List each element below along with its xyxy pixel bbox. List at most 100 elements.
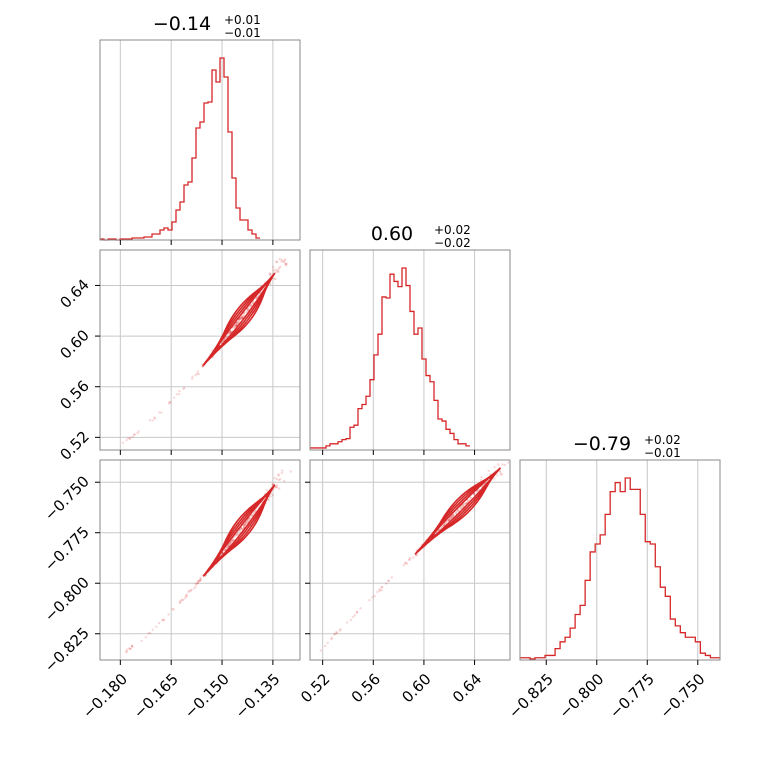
scatter-3-vs-2-point: [472, 493, 475, 496]
scatter-3-vs-1-ylabel-3: −0.750: [41, 472, 93, 524]
scatter-3-vs-2-point: [387, 579, 390, 583]
scatter-3-vs-2-point: [390, 576, 393, 579]
scatter-3-vs-1-xlabel-3: −0.135: [232, 670, 284, 722]
scatter-2-vs-1-contour-1: [207, 275, 274, 361]
scatter-3-vs-2-point: [355, 611, 359, 614]
scatter-3-vs-1-point: [254, 510, 257, 513]
hist-param-2-frame: [309, 249, 511, 451]
scatter-3-vs-1-point: [277, 473, 280, 476]
scatter-3-vs-2-point: [378, 588, 381, 591]
scatter-3-vs-2-xlabel-3: 0.64: [449, 670, 485, 706]
scatter-2-vs-1-ylabel-0: 0.52: [56, 427, 92, 463]
scatter-3-vs-2-point: [334, 632, 337, 636]
scatter-3-vs-2-point: [467, 499, 470, 502]
scatter-3-vs-2-point: [462, 504, 465, 508]
scatter-2-vs-1-point: [169, 401, 172, 404]
scatter-2-vs-1-point: [182, 387, 185, 391]
scatter-2-vs-1-point: [121, 441, 125, 444]
scatter-3-vs-2-point: [349, 618, 352, 622]
scatter-2-vs-1-point: [196, 370, 200, 373]
scatter-2-vs-1-point: [284, 264, 288, 267]
scatter-2-vs-1-ylabel-3: 0.64: [56, 276, 92, 312]
scatter-3-vs-2-point: [449, 517, 453, 520]
scatter-2-vs-1-point: [275, 260, 279, 264]
scatter-3-vs-1-point: [196, 582, 199, 585]
scatter-2-vs-1-contour-0: [202, 272, 276, 366]
scatter-2-vs-1-point: [131, 435, 134, 438]
scatter-3-vs-1-xlabel-1: −0.165: [130, 670, 182, 722]
hist-param-3-steps: [520, 477, 721, 660]
scatter-3-vs-2-point: [469, 496, 472, 499]
scatter-3-vs-2-point: [330, 637, 333, 641]
scatter-3-vs-1-point: [242, 524, 246, 527]
hist-param-3-xlabel-2: −0.775: [606, 670, 658, 722]
scatter-3-vs-2-contour-0: [414, 467, 502, 555]
scatter-3-vs-2-point: [496, 474, 499, 477]
scatter-3-vs-2-point: [326, 641, 329, 644]
hist-param-3-title-plus: +0.02: [644, 433, 681, 447]
scatter-2-vs-1-ylabel-2: 0.60: [56, 326, 92, 362]
scatter-3-vs-2-point: [402, 563, 405, 567]
scatter-3-vs-2-point: [381, 585, 384, 589]
scatter-3-vs-1-point: [228, 543, 231, 546]
scatter-3-vs-1-point: [167, 613, 170, 616]
scatter-3-vs-1-point: [231, 539, 234, 542]
scatter-3-vs-2-point: [359, 607, 362, 610]
scatter-3-vs-1-point: [187, 590, 190, 594]
scatter-3-vs-2-point: [371, 596, 374, 599]
scatter-3-vs-1-point: [196, 581, 200, 585]
scatter-3-vs-2-point: [446, 519, 450, 522]
scatter-3-vs-2-contour-1: [420, 470, 499, 550]
scatter-2-vs-1-point: [127, 437, 130, 440]
scatter-2-vs-1-point: [269, 282, 272, 286]
scatter-3-vs-1-point: [160, 619, 164, 622]
scatter-3-vs-1-contour-2: [212, 490, 271, 566]
scatter-3-vs-1-ylabel-1: −0.800: [41, 573, 93, 625]
scatter-3-vs-2-point: [380, 586, 383, 589]
scatter-3-vs-1-point: [188, 589, 191, 592]
scatter-3-vs-1-contour-1: [207, 487, 274, 572]
scatter-3-vs-1-point: [230, 540, 233, 543]
scatter-2-vs-1-point: [251, 301, 255, 304]
scatter-2-vs-1-point: [237, 319, 240, 322]
scatter-3-vs-2-point: [345, 621, 349, 624]
scatter-2-vs-1-point: [234, 323, 238, 327]
scatter-3-vs-1-point: [242, 525, 246, 528]
scatter-3-vs-1-point: [185, 593, 188, 596]
scatter-3-vs-2-point: [499, 470, 502, 474]
scatter-3-vs-1-point: [269, 495, 272, 498]
scatter-3-vs-2-point: [493, 477, 496, 480]
scatter-3-vs-1-point: [151, 628, 154, 631]
scatter-3-vs-1-point: [267, 498, 270, 502]
scatter-2-vs-1-point: [280, 258, 284, 262]
scatter-2-vs-1-point: [252, 301, 255, 305]
scatter-2-vs-1-point: [280, 260, 283, 263]
hist-param-3-title-value: −0.79: [573, 433, 631, 455]
scatter-3-vs-1-point: [198, 580, 201, 583]
scatter-3-vs-1-point: [172, 608, 175, 611]
scatter-3-vs-1-point: [244, 522, 247, 525]
scatter-3-vs-2-point: [404, 561, 408, 564]
scatter-2-vs-1-point: [133, 433, 136, 436]
scatter-3-vs-2-point: [385, 582, 388, 585]
scatter-2-vs-1-point: [283, 259, 286, 263]
scatter-3-vs-1-point: [273, 477, 276, 480]
scatter-3-vs-2-point: [333, 633, 336, 636]
scatter-3-vs-2-contour-2: [425, 472, 496, 544]
scatter-3-vs-1-point: [155, 625, 158, 628]
scatter-2-vs-1-point: [201, 365, 205, 368]
scatter-3-vs-2-point: [338, 629, 342, 632]
scatter-2-vs-1-point: [236, 321, 239, 324]
scatter-3-vs-1-point: [183, 597, 187, 600]
scatter-2-vs-1-point: [275, 270, 279, 273]
scatter-3-vs-2-point: [330, 636, 334, 640]
scatter-3-vs-2-point: [449, 516, 452, 519]
scatter-3-vs-2-point: [447, 518, 451, 521]
scatter-3-vs-1-point: [244, 520, 248, 524]
scatter-3-vs-1-point: [157, 621, 161, 625]
scatter-2-vs-1-point: [239, 317, 243, 320]
scatter-2-vs-1-point: [229, 331, 232, 334]
scatter-3-vs-2-point: [450, 515, 454, 519]
scatter-3-vs-2-point: [335, 630, 338, 634]
